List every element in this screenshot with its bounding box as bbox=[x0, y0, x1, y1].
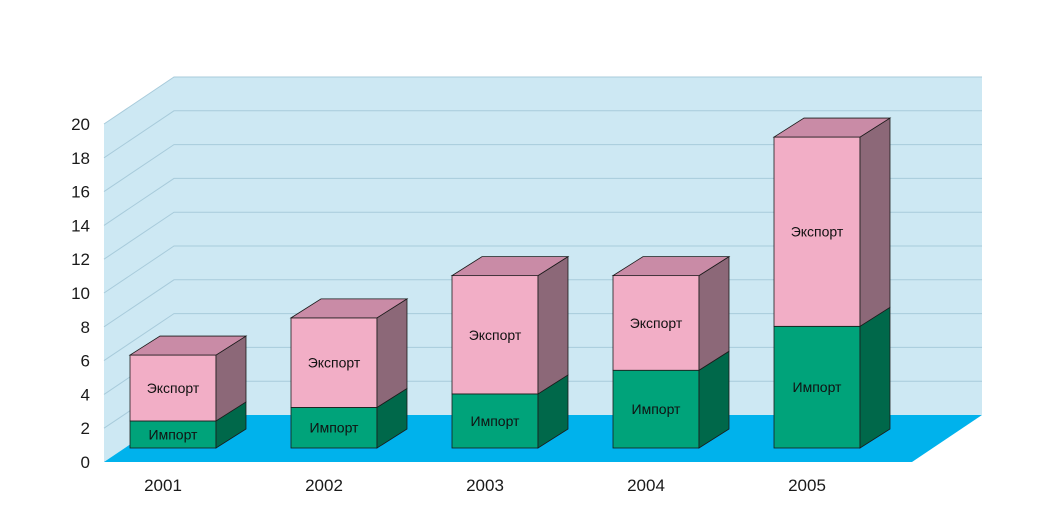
import-label: Импорт bbox=[310, 420, 360, 436]
x-tick-label: 2002 bbox=[305, 476, 343, 495]
import-bar-side bbox=[859, 306, 891, 449]
export-bar-top bbox=[128, 335, 248, 356]
bar-stack-2004: Импорт Экспорт bbox=[611, 255, 731, 449]
import-bar bbox=[612, 369, 700, 449]
import-label: Импорт bbox=[149, 426, 199, 442]
import-label: Импорт bbox=[632, 401, 682, 417]
export-label: Экспорт bbox=[469, 327, 522, 343]
y-tick-label: 20 bbox=[71, 115, 90, 134]
import-bar bbox=[129, 420, 217, 449]
x-axis: 2001 2002 2003 2004 2005 bbox=[144, 476, 826, 495]
import-bar bbox=[773, 325, 861, 449]
export-label: Экспорт bbox=[147, 380, 200, 396]
bars: ИмпортЭкспортИмпортЭкспортИмпортЭкспортИ… bbox=[128, 117, 892, 449]
bar-stack-2003: Импорт Экспорт bbox=[450, 255, 570, 449]
bar-stack-2005: Импорт Экспорт bbox=[772, 117, 892, 449]
y-tick-label: 10 bbox=[71, 284, 90, 303]
y-tick-label: 14 bbox=[71, 216, 90, 235]
gridline bbox=[103, 110, 982, 159]
export-label: Экспорт bbox=[630, 315, 683, 331]
gridline bbox=[103, 76, 982, 125]
x-tick-label: 2005 bbox=[788, 476, 826, 495]
gridline bbox=[103, 245, 982, 294]
import-label: Импорт bbox=[471, 413, 521, 429]
bar-stack-2001: Импорт Экспорт bbox=[128, 335, 248, 449]
y-tick-label: 16 bbox=[71, 183, 90, 202]
export-bar bbox=[773, 136, 861, 327]
export-label: Экспорт bbox=[791, 224, 844, 240]
bar-stack-2002: Импорт Экспорт bbox=[289, 298, 409, 449]
export-bar bbox=[129, 354, 217, 422]
x-tick-label: 2004 bbox=[627, 476, 665, 495]
y-tick-label: 4 bbox=[81, 385, 90, 404]
export-bar-top bbox=[289, 298, 409, 319]
y-tick-label: 6 bbox=[81, 352, 90, 371]
export-bar-side bbox=[859, 117, 891, 328]
gridline bbox=[103, 177, 982, 226]
y-tick-label: 18 bbox=[71, 149, 90, 168]
gridline bbox=[103, 211, 982, 260]
y-tick-label: 2 bbox=[81, 419, 90, 438]
y-tick-label: 8 bbox=[81, 318, 90, 337]
x-tick-label: 2003 bbox=[466, 476, 504, 495]
y-tick-label: 12 bbox=[71, 250, 90, 269]
y-tick-label: 0 bbox=[81, 453, 90, 472]
export-bar bbox=[612, 275, 700, 371]
export-bar-top bbox=[611, 256, 731, 277]
y-axis: 0 2 4 6 8 10 12 14 16 18 20 bbox=[71, 115, 90, 472]
export-bar-top bbox=[772, 117, 892, 138]
export-bar bbox=[451, 275, 539, 395]
export-label: Экспорт bbox=[308, 355, 361, 371]
x-tick-label: 2001 bbox=[144, 476, 182, 495]
gridline bbox=[103, 144, 982, 193]
import-label: Импорт bbox=[793, 379, 843, 395]
import-bar bbox=[451, 393, 539, 449]
export-bar-top bbox=[450, 256, 570, 277]
export-bar-side bbox=[537, 255, 569, 395]
export-bar-side bbox=[698, 255, 730, 371]
